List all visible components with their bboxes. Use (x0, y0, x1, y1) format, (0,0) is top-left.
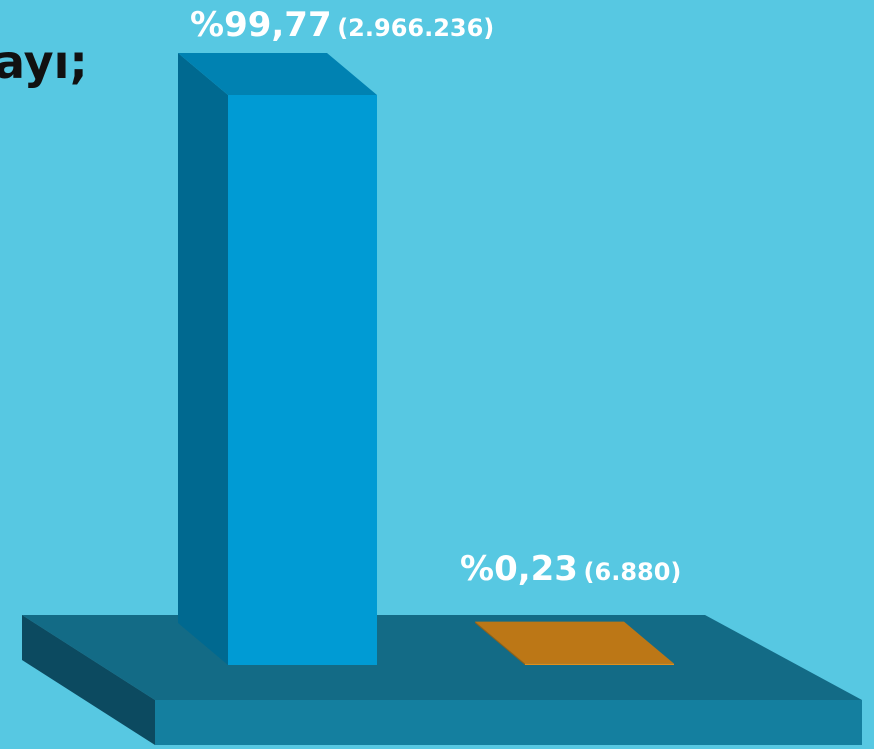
chart-title: ayı; (0, 35, 88, 89)
data-label: %99,77 (2.966.236) (190, 5, 494, 45)
value-label: %99,77 (190, 5, 332, 45)
bar (475, 621, 674, 665)
bar-front (228, 95, 377, 665)
bar-top (178, 53, 377, 95)
bar-side (178, 53, 228, 665)
platform-front (155, 700, 862, 745)
data-label: %0,23 (6.880) (460, 549, 681, 589)
count-label: (6.880) (584, 558, 682, 586)
bar-front (525, 663, 674, 665)
bar-top (475, 621, 674, 664)
bar-side (475, 621, 525, 665)
value-label: %0,23 (460, 549, 578, 589)
bar (178, 53, 377, 665)
count-label: (2.966.236) (337, 14, 494, 42)
platform-side (22, 615, 155, 745)
